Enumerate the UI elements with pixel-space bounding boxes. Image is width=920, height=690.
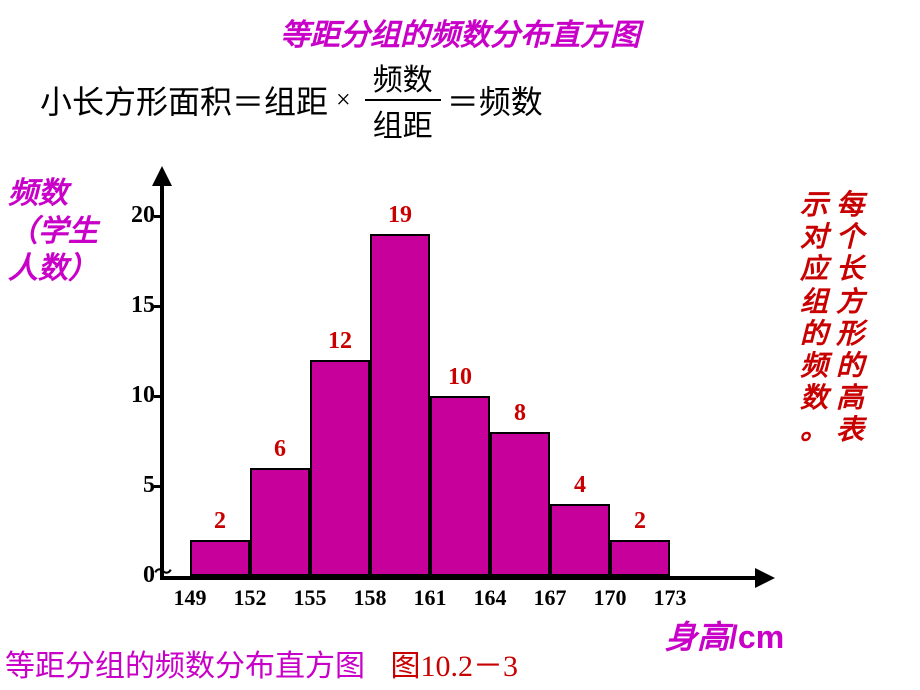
histogram-bar — [610, 540, 670, 576]
x-axis-label: 身高/cm — [665, 612, 784, 658]
y-tick-mark — [154, 485, 164, 488]
footer-caption: 等距分组的频数分布直方图 图10.2－3 — [5, 641, 518, 685]
y-tick-label: 20 — [120, 202, 155, 229]
x-tick-label: 158 — [345, 585, 395, 611]
ylabel-line1: 频数 — [8, 175, 118, 213]
y-tick-label: 0 — [120, 562, 155, 589]
ylabel-line3: 人数） — [8, 250, 118, 288]
xlabel-text: 身高 — [665, 619, 729, 655]
x-axis-arrow — [755, 568, 775, 588]
side-note-col-2: 示对应组的频数。 — [800, 190, 830, 448]
histogram-bar — [490, 432, 550, 576]
histogram-bar — [370, 234, 430, 576]
formula-lhs: 小长方形面积＝组距 — [40, 77, 328, 123]
bar-value-label: 12 — [310, 328, 370, 355]
histogram-bar — [250, 468, 310, 576]
y-tick-mark — [154, 215, 164, 218]
x-tick-label: 164 — [465, 585, 515, 611]
ylabel-line2: （学生 — [8, 213, 118, 251]
y-tick-label: 10 — [120, 382, 155, 409]
x-tick-label: 167 — [525, 585, 575, 611]
histogram-chart: 〜 05101520261219108421491521551581611641… — [130, 180, 760, 600]
histogram-bar — [190, 540, 250, 576]
xlabel-unit: /cm — [729, 619, 784, 655]
x-tick-label: 170 — [585, 585, 635, 611]
x-tick-label: 161 — [405, 585, 455, 611]
y-tick-label: 5 — [120, 472, 155, 499]
side-note-col-1: 每个长方形的高表 — [836, 190, 866, 448]
figure-number: 图10.2－3 — [391, 650, 519, 683]
footer-text: 等距分组的频数分布直方图 — [5, 650, 365, 683]
x-tick-label: 173 — [645, 585, 695, 611]
histogram-bar — [310, 360, 370, 576]
histogram-bar — [430, 396, 490, 576]
x-tick-label: 152 — [225, 585, 275, 611]
x-tick-label: 155 — [285, 585, 335, 611]
bar-value-label: 8 — [490, 400, 550, 427]
fraction-numerator: 频数 — [365, 55, 441, 101]
formula-rhs: ＝频数 — [447, 77, 543, 123]
area-formula: 小长方形面积＝组距 × 频数 组距 ＝频数 — [40, 55, 543, 145]
bar-value-label: 4 — [550, 472, 610, 499]
y-tick-mark — [154, 395, 164, 398]
fraction-denominator: 组距 — [365, 101, 441, 145]
bar-value-label: 6 — [250, 436, 310, 463]
bar-value-label: 2 — [190, 508, 250, 535]
page-title: 等距分组的频数分布直方图 — [0, 10, 920, 54]
y-axis-label: 频数 （学生 人数） — [8, 175, 118, 288]
x-tick-label: 149 — [165, 585, 215, 611]
y-tick-mark — [154, 305, 164, 308]
bar-value-label: 19 — [370, 202, 430, 229]
formula-mult: × — [336, 85, 351, 115]
bar-value-label: 10 — [430, 364, 490, 391]
y-axis — [160, 180, 164, 580]
bar-value-label: 2 — [610, 508, 670, 535]
axis-break: 〜 — [154, 558, 172, 584]
formula-fraction: 频数 组距 — [365, 55, 441, 145]
x-axis — [160, 576, 760, 580]
histogram-bar — [550, 504, 610, 576]
y-tick-label: 15 — [120, 292, 155, 319]
